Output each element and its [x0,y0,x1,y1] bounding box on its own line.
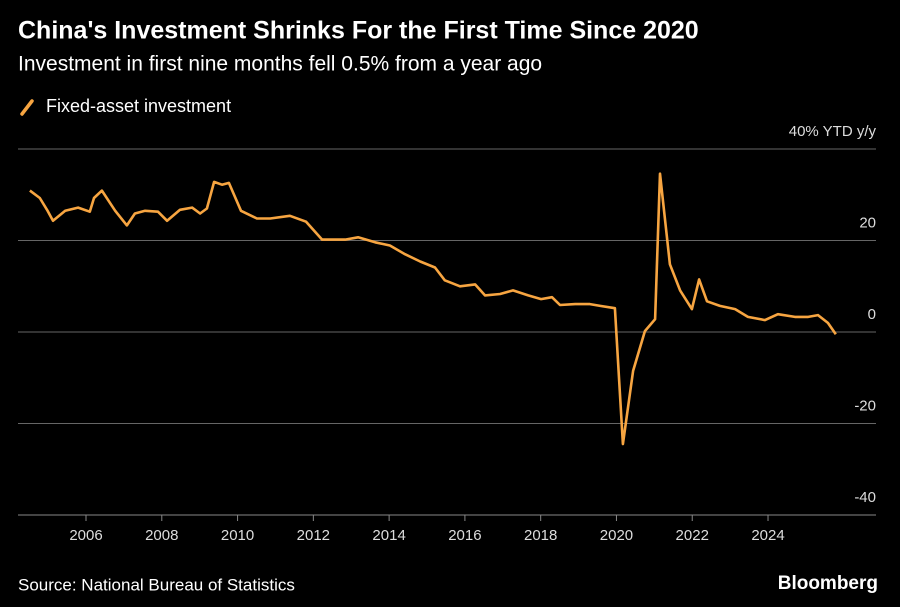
source: Source: National Bureau of Statistics [18,575,295,594]
x-tick-label: 2008 [145,527,178,544]
x-tick-label: 2018 [524,527,557,544]
x-tick-label: 2012 [297,527,330,544]
x-tick-label: 2020 [600,527,633,544]
y-tick-label: 0 [868,306,876,323]
y-tick-label: -20 [854,397,876,414]
x-tick-label: 2016 [448,527,481,544]
data-line [29,172,837,446]
x-tick-label: 2022 [676,527,709,544]
legend-swatch [20,99,34,116]
x-tick-label: 2010 [221,527,254,544]
y-tick-label: -40 [854,489,876,506]
brand: Bloomberg [778,573,878,594]
x-tick-label: 2014 [372,527,405,544]
x-tick-label: 2006 [69,527,102,544]
legend-label: Fixed-asset investment [46,96,231,116]
chart-subtitle: Investment in first nine months fell 0.5… [18,53,542,76]
y-tick-label: 40% YTD y/y [789,123,877,140]
x-tick-label: 2024 [751,527,784,544]
y-tick-label: 20 [859,214,876,231]
chart-title: China's Investment Shrinks For the First… [18,17,699,45]
